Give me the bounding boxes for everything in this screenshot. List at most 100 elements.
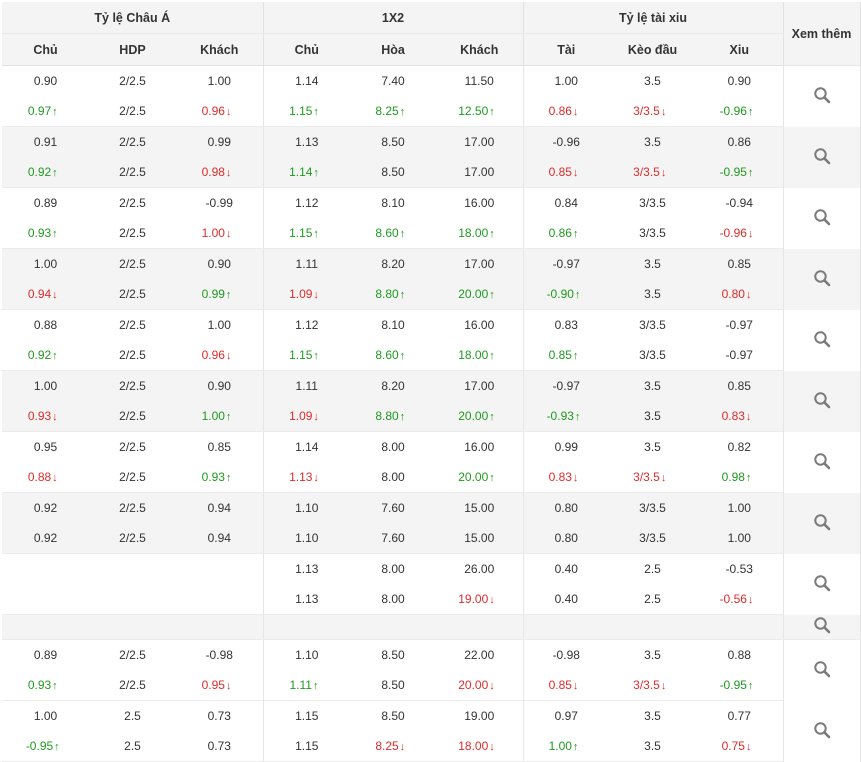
group-header-asian: Tỷ lệ Châu Á (2, 2, 263, 34)
odds-cell-under: 0.82 (696, 432, 783, 463)
odds-row-current: 0.94↓ 2/2.5 0.99↑ 1.09↓ 8.80↑ 20.00↑ -0.90↑ 3.5… (2, 279, 860, 310)
odds-value: 8.60 (375, 226, 399, 240)
magnifier-icon[interactable] (813, 721, 831, 739)
odds-value: 8.80 (375, 287, 399, 301)
odds-value: -0.94 (725, 196, 753, 210)
odds-cell-asian-hdp: 2/2.5 (89, 248, 176, 279)
odds-cell-1x2-away: 19.00 (436, 701, 523, 732)
view-details-cell[interactable] (782, 700, 861, 762)
view-details-cell[interactable] (782, 309, 861, 371)
view-details-cell[interactable] (782, 126, 861, 188)
match-odds-group: 0.90 2/2.5 1.00 1.14 7.40 11.50 1.00 3.5 0.90 0.9… (2, 65, 861, 127)
odds-cell-line: 3.5 (609, 126, 696, 157)
odds-value: 16.00 (464, 440, 495, 454)
magnifier-icon[interactable] (813, 574, 831, 592)
odds-value: 0.83 (554, 318, 578, 332)
view-details-cell[interactable] (782, 553, 861, 615)
odds-cell-1x2-away: 18.00↓ (436, 731, 523, 762)
odds-value: 7.60 (381, 501, 405, 515)
view-details-cell[interactable] (782, 492, 861, 554)
view-details-cell[interactable] (782, 370, 861, 432)
magnifier-icon[interactable] (813, 452, 831, 470)
odds-cell-under: 0.77 (696, 701, 783, 732)
odds-cell-under: -0.97 (696, 310, 783, 341)
view-details-cell[interactable] (782, 248, 861, 310)
view-details-cell[interactable] (782, 65, 861, 127)
magnifier-icon[interactable] (813, 616, 831, 634)
odds-cell-asian-hdp: 2.5 (89, 701, 176, 732)
arrow-up-icon: ↑ (312, 680, 319, 692)
odds-cell-1x2-away: 15.00 (436, 523, 523, 554)
view-details-cell[interactable] (782, 431, 861, 493)
magnifier-icon[interactable] (813, 391, 831, 409)
arrow-up-icon: ↑ (745, 472, 752, 484)
odds-cell-line: 3/3.5↓ (609, 462, 696, 493)
col-header-1x2-away: Khách (436, 33, 523, 66)
odds-value: 1.14 (289, 165, 313, 179)
match-odds-group: 0.89 2/2.5 -0.98 1.10 8.50 22.00 -0.98 3.5 0.88 0… (2, 639, 861, 701)
odds-value: 0.94 (27, 287, 52, 301)
odds-value: 1.00 (727, 501, 751, 515)
odds-value: 8.00 (381, 562, 405, 576)
odds-cell-asian-hdp: 2/2.5 (89, 157, 176, 188)
odds-cell-line: 2.5 (609, 584, 696, 615)
magnifier-icon[interactable] (813, 208, 831, 226)
arrow-down-icon: ↓ (747, 594, 754, 606)
arrow-up-icon: ↑ (489, 289, 495, 301)
empty-cell (436, 614, 523, 640)
odds-cell-over: -0.90↑ (522, 279, 609, 310)
magnifier-icon[interactable] (813, 660, 831, 678)
odds-cell-under: -0.95↑ (696, 670, 783, 701)
odds-row-current: 0.97↑ 2/2.5 0.96↓ 1.15↑ 8.25↑ 12.50↑ 0.86↓ 3/3.… (2, 96, 860, 127)
odds-value: 1.00 (33, 709, 58, 723)
odds-row-opening: 0.88 2/2.5 1.00 1.12 8.10 16.00 0.83 3/3.5 -0.97 (2, 309, 861, 371)
arrow-up-icon: ↑ (399, 289, 406, 301)
arrow-down-icon: ↓ (52, 289, 58, 301)
odds-value: 15.00 (464, 531, 495, 545)
odds-value: 1.15 (289, 226, 313, 240)
odds-cell-asian-away: 0.99 (176, 126, 263, 157)
arrow-down-icon: ↓ (225, 228, 232, 240)
magnifier-icon[interactable] (813, 269, 831, 287)
magnifier-icon[interactable] (813, 513, 831, 531)
odds-cell-line: 3.5 (609, 701, 696, 732)
odds-cell-line: 3/3.5 (609, 188, 696, 219)
odds-cell-asian-away: -0.98 (176, 640, 263, 671)
col-header-asian-hdp: HDP (89, 33, 176, 66)
arrow-up-icon: ↑ (399, 350, 406, 362)
odds-cell-1x2-draw: 8.10 (350, 188, 436, 219)
view-details-cell[interactable] (782, 639, 861, 701)
odds-row-current: 1.13 8.00 19.00↓ 0.40 2.5 -0.56↓ (2, 584, 860, 615)
odds-value: 12.50 (458, 104, 489, 118)
odds-cell-1x2-home: 1.10 (262, 523, 350, 554)
arrow-down-icon: ↓ (313, 411, 319, 423)
odds-cell-asian-away: 0.94 (176, 523, 263, 554)
odds-value: 2/2.5 (119, 648, 146, 662)
odds-cell-under: 0.98↑ (696, 462, 783, 493)
odds-value: 17.00 (464, 165, 495, 179)
odds-value: 0.97 (27, 104, 52, 118)
odds-cell-asian-home (2, 554, 89, 585)
arrow-down-icon: ↓ (660, 680, 667, 692)
view-details-cell[interactable] (782, 187, 861, 249)
odds-cell-1x2-draw: 7.40 (350, 66, 436, 97)
odds-cell-1x2-draw: 8.80↑ (350, 401, 436, 432)
odds-cell-line: 3.5 (609, 370, 696, 401)
magnifier-icon[interactable] (813, 147, 831, 165)
odds-value: -0.96 (552, 135, 580, 149)
odds-value: 0.40 (554, 562, 578, 576)
odds-value: -0.98 (552, 648, 580, 662)
view-details-cell[interactable] (782, 614, 861, 640)
odds-value: 8.00 (381, 592, 405, 606)
odds-value: 0.86 (727, 135, 751, 149)
col-header-asian-away: Khách (176, 33, 263, 66)
magnifier-icon[interactable] (813, 330, 831, 348)
match-odds-group: 1.00 2/2.5 0.90 1.11 8.20 17.00 -0.97 3.5 0.85 0.… (2, 370, 861, 432)
odds-cell-1x2-away: 17.00 (436, 370, 523, 401)
odds-value: -0.97 (725, 318, 753, 332)
odds-value: 0.90 (727, 74, 751, 88)
odds-cell-asian-home: 0.88↓ (2, 462, 89, 493)
odds-cell-asian-home: 0.95 (2, 432, 89, 463)
odds-cell-under: 0.90 (696, 66, 783, 97)
magnifier-icon[interactable] (813, 86, 831, 104)
